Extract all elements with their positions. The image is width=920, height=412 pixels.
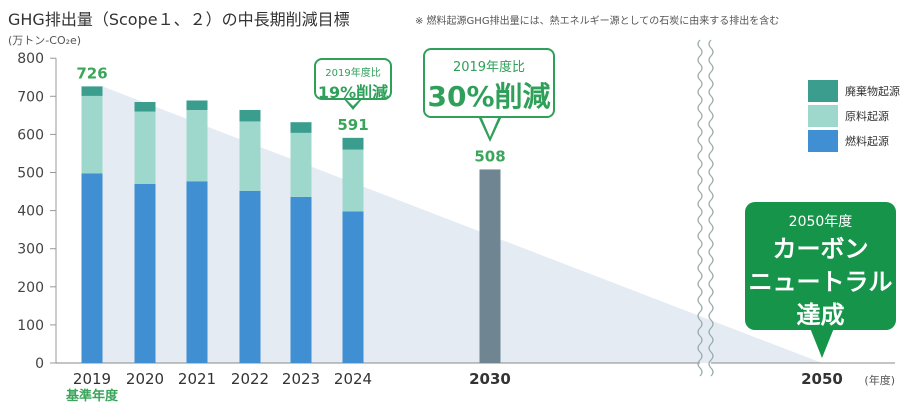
x-tick-2024: 2024 — [334, 370, 372, 388]
x-tick-2023: 2023 — [282, 370, 320, 388]
bar-2023-燃料起源 — [290, 196, 312, 363]
trend-area — [102, 86, 822, 364]
y-tick-0: 0 — [35, 356, 44, 372]
callout-2030-pre: 2019年度比 — [452, 60, 526, 75]
bar-2020-廃棄物起源 — [134, 102, 156, 112]
callout-2024-pointer-inner — [345, 98, 361, 106]
target-bar-2030 — [479, 169, 501, 363]
y-axis-unit: (万トン-CO₂e) — [8, 34, 82, 47]
x-tick-2021: 2021 — [178, 370, 216, 388]
total-label-2024: 591 — [337, 116, 368, 134]
bar-2021-廃棄物起源 — [186, 100, 208, 111]
total-label-2030: 508 — [474, 147, 505, 165]
x-tick-2020: 2020 — [126, 370, 164, 388]
x-tick-2030: 2030 — [469, 370, 511, 388]
callout-2050-line-2: ニュートラル — [748, 268, 893, 296]
y-tick-800: 800 — [17, 51, 44, 67]
bar-2020-原料起源 — [134, 111, 156, 184]
y-tick-600: 600 — [17, 127, 44, 143]
total-label-2019: 726 — [76, 64, 107, 82]
y-tick-700: 700 — [17, 89, 44, 105]
y-tick-100: 100 — [17, 318, 44, 334]
chart-title: GHG排出量（Scope１、２）の中長期削減目標 — [8, 10, 350, 29]
bar-2022-燃料起源 — [239, 190, 261, 363]
axis-break-line-1 — [697, 39, 703, 377]
legend-label-燃料起源: 燃料起源 — [845, 134, 889, 148]
legend-label-原料起源: 原料起源 — [845, 109, 889, 123]
y-tick-500: 500 — [17, 166, 44, 182]
x-axis-unit: (年度) — [864, 373, 895, 387]
bar-2021-燃料起源 — [186, 181, 208, 363]
x-tick-2019: 2019 — [73, 370, 111, 388]
callout-2030-reduction: 2019年度比 30%削減 — [423, 48, 555, 118]
callout-2050-pointer — [810, 328, 834, 358]
bar-2023-廃棄物起源 — [290, 122, 312, 133]
bar-2022-廃棄物起源 — [239, 110, 261, 122]
legend-swatch-原料起源 — [808, 105, 838, 127]
bar-2019-廃棄物起源 — [81, 86, 103, 96]
legend-swatch-燃料起源 — [808, 130, 838, 152]
bar-2019-原料起源 — [81, 95, 103, 174]
x-tick-2050: 2050 — [801, 370, 843, 388]
y-tick-300: 300 — [17, 242, 44, 258]
bar-2024-燃料起源 — [342, 211, 364, 363]
callout-2030-pointer-inner — [481, 116, 499, 137]
y-tick-200: 200 — [17, 280, 44, 296]
footnote: ※ 燃料起源GHG排出量には、熱エネルギー源としての石炭に由来する排出を含む — [415, 16, 780, 27]
bar-2024-廃棄物起源 — [342, 137, 364, 150]
bar-2021-原料起源 — [186, 110, 208, 182]
bar-2024-原料起源 — [342, 149, 364, 212]
legend-label-廃棄物起源: 廃棄物起源 — [845, 84, 900, 98]
axis-break-line-2 — [708, 39, 714, 377]
bar-2020-燃料起源 — [134, 183, 156, 363]
callout-2024-reduction: 2019年度比 19%削減 — [314, 58, 392, 102]
bar-2022-原料起源 — [239, 121, 261, 191]
callout-2050-target: 2050年度 カーボン ニュートラル 達成 — [745, 202, 896, 330]
x-tick-2022: 2022 — [231, 370, 269, 388]
callout-2050-pre: 2050年度 — [788, 214, 853, 230]
callout-2024-pre: 2019年度比 — [325, 68, 381, 79]
bar-2019-燃料起源 — [81, 173, 103, 363]
x-sublabel-2019: 基準年度 — [65, 388, 119, 404]
y-tick-400: 400 — [17, 204, 44, 220]
legend-swatch-廃棄物起源 — [808, 80, 838, 102]
callout-2050-line-3: 達成 — [796, 301, 845, 329]
callout-2050-line-1: カーボン — [772, 235, 869, 263]
bar-2023-原料起源 — [290, 132, 312, 197]
callout-2030-main: 30%削減 — [427, 80, 551, 113]
callout-2024-main: 19%削減 — [317, 83, 389, 102]
